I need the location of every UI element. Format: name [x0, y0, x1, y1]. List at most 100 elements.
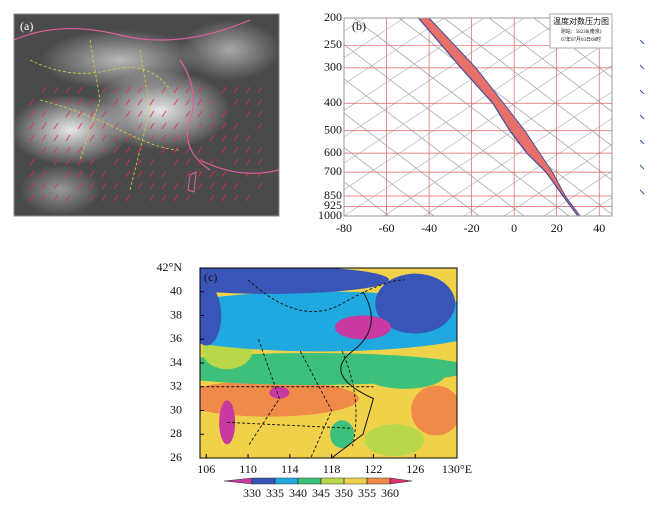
y-tick-label: 28 [170, 426, 182, 440]
wind-barb [639, 64, 645, 70]
wind-arrow [29, 110, 35, 118]
wind-arrow [41, 146, 47, 154]
wind-arrow [137, 98, 143, 106]
wind-arrow [113, 146, 119, 154]
wind-arrow [137, 122, 143, 130]
wind-arrow [221, 86, 227, 94]
wind-arrow [245, 98, 251, 106]
wind-arrow [41, 134, 47, 142]
wind-arrow [113, 98, 119, 106]
isotherm [383, 65, 612, 216]
wind-arrow [125, 98, 131, 106]
y-tick-label: 42°N [157, 260, 183, 274]
wind-arrow [149, 134, 155, 142]
wind-arrow [41, 110, 47, 118]
wind-arrow [173, 98, 179, 106]
wind-arrow [77, 98, 83, 106]
wind-arrow [65, 170, 71, 178]
wind-arrow [257, 182, 263, 190]
adiabat [533, 18, 612, 78]
wind-arrow [29, 122, 35, 130]
wind-arrow [53, 134, 59, 142]
wind-arrow [101, 122, 107, 130]
isotherm [344, 18, 445, 85]
wind-arrow [161, 146, 167, 154]
wind-arrow [41, 182, 47, 190]
adiabat [344, 181, 390, 216]
wind-arrow [29, 98, 35, 106]
wind-arrow [41, 170, 47, 178]
y-tick-label: 32 [170, 379, 182, 393]
plot-area [344, 18, 612, 216]
adiabat [344, 44, 570, 216]
wind-arrow [89, 194, 95, 202]
y-tick-label: 925 [324, 198, 342, 212]
wind-arrow [233, 86, 239, 94]
isotherm [543, 170, 612, 216]
wind-arrow [65, 146, 71, 154]
y-tick-label: 40 [170, 284, 182, 298]
wind-arrow [197, 146, 203, 154]
wind-arrow [125, 170, 131, 178]
wind-arrow [89, 98, 95, 106]
wind-arrow [77, 182, 83, 190]
y-tick-label: 300 [324, 60, 342, 74]
wind-arrow [65, 134, 71, 142]
plot-frame [343, 17, 613, 217]
wind-arrow [149, 182, 155, 190]
wind-arrow [161, 134, 167, 142]
contour-region [334, 315, 391, 340]
province-border [206, 279, 405, 458]
wind-arrow [209, 98, 215, 106]
wind-arrow [221, 146, 227, 154]
x-tick-label: 110 [239, 462, 257, 476]
wind-arrow [89, 122, 95, 130]
contour-region [200, 268, 389, 294]
y-tick-label: 38 [170, 307, 182, 321]
wind-barb [639, 139, 645, 145]
contour-region [364, 360, 445, 389]
wind-arrow [101, 86, 107, 94]
wind-arrow [185, 98, 191, 106]
wind-arrow [209, 134, 215, 142]
plot-background [344, 18, 612, 216]
colorbar-label: 360 [381, 486, 399, 500]
colorbar-label: 340 [289, 486, 307, 500]
wind-arrow [65, 158, 71, 166]
adiabat [344, 146, 435, 216]
wind-arrow [209, 194, 215, 202]
colorbar-extension [223, 477, 253, 485]
y-tick-label: 400 [324, 95, 342, 109]
diagram-title: 温度对数压力图 [553, 16, 609, 26]
wind-arrow [233, 146, 239, 154]
y-tick-label: 34 [170, 355, 182, 369]
wind-arrow [161, 86, 167, 94]
wind-arrow [173, 194, 179, 202]
wind-arrow [125, 158, 131, 166]
wind-arrow [89, 182, 95, 190]
satellite-image [14, 14, 279, 216]
x-tick-label: 20 [551, 221, 563, 235]
wind-arrow [245, 146, 251, 154]
profile-line [428, 18, 581, 216]
wind-arrow [29, 170, 35, 178]
wind-arrow [101, 110, 107, 118]
x-tick-label: -20 [464, 221, 480, 235]
wind-arrow [149, 110, 155, 118]
x-tick-label: 130°E [442, 462, 472, 476]
wind-arrow [209, 170, 215, 178]
colorbar-segment [320, 477, 345, 485]
wind-arrow [113, 134, 119, 142]
adiabat [353, 18, 612, 215]
isotherm [344, 18, 405, 59]
wind-arrow [149, 122, 155, 130]
contour-field [200, 268, 457, 458]
wind-arrow [245, 170, 251, 178]
y-tick-label: 500 [324, 122, 342, 136]
wind-arrow [113, 122, 119, 130]
wind-arrow [65, 110, 71, 118]
wind-arrow [125, 86, 131, 94]
wind-arrow [149, 158, 155, 166]
legend-box [549, 13, 613, 49]
wind-arrow [173, 122, 179, 130]
